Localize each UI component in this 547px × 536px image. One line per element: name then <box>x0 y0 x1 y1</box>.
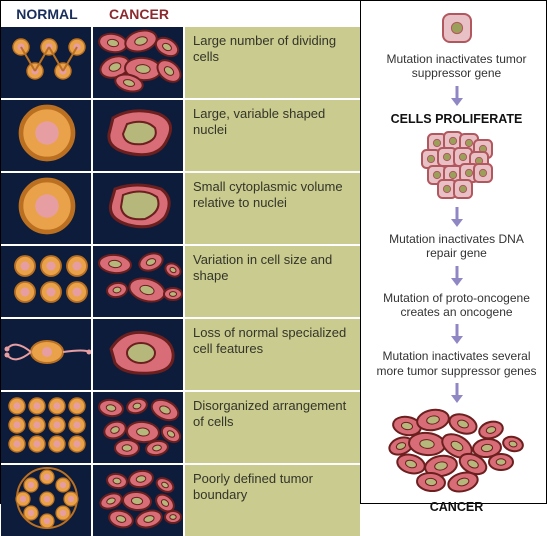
cancer-cell-icon <box>93 319 185 390</box>
comparison-rows: Large number of dividing cells Large, va… <box>1 27 360 536</box>
flow-caption: Mutation inactivates DNA repair gene <box>373 232 540 261</box>
row-description: Disorganized arrangement of cells <box>185 392 360 463</box>
normal-cell-icon <box>1 27 93 98</box>
table-row: Variation in cell size and shape <box>1 244 360 317</box>
normal-cell-icon <box>1 392 93 463</box>
row-description: Small cytoplasmic volume relative to nuc… <box>185 173 360 244</box>
comparison-table: NORMAL CANCER <box>1 1 361 503</box>
normal-cell-icon <box>1 100 93 171</box>
normal-cell-icon <box>1 246 93 317</box>
row-description: Variation in cell size and shape <box>185 246 360 317</box>
cancer-cell-icon <box>93 465 185 536</box>
arrow-down-icon <box>449 324 465 344</box>
row-description: Poorly defined tumor boundary <box>185 465 360 536</box>
arrow-down-icon <box>449 266 465 286</box>
figure: NORMAL CANCER <box>0 0 547 504</box>
table-row: Large number of dividing cells <box>1 27 360 98</box>
comparison-header: NORMAL CANCER <box>1 1 360 27</box>
cancer-cell-icon <box>93 392 185 463</box>
table-row: Loss of normal specialized cell features <box>1 317 360 390</box>
flow-caption: Mutation inactivates several more tumor … <box>373 349 540 378</box>
flow-heading: CANCER <box>430 500 483 514</box>
flow-caption: Mutation of proto-oncogene creates an on… <box>373 291 540 320</box>
normal-cell-icon <box>1 319 93 390</box>
arrow-down-icon <box>449 86 465 106</box>
normal-cell-icon <box>1 465 93 536</box>
flow-caption: Mutation inactivates tumor suppressor ge… <box>373 52 540 81</box>
cancer-cell-icon <box>93 173 185 244</box>
cluster-icon <box>417 129 497 204</box>
row-description: Large, variable shaped nuclei <box>185 100 360 171</box>
table-row: Poorly defined tumor boundary <box>1 463 360 536</box>
header-spacer <box>185 1 360 27</box>
row-description: Loss of normal specialized cell features <box>185 319 360 390</box>
tumor-icon <box>387 406 527 497</box>
table-row: Small cytoplasmic volume relative to nuc… <box>1 171 360 244</box>
cancer-cell-icon <box>93 100 185 171</box>
table-row: Disorganized arrangement of cells <box>1 390 360 463</box>
cancer-cell-icon <box>93 246 185 317</box>
normal-cell-icon <box>1 173 93 244</box>
row-description: Large number of dividing cells <box>185 27 360 98</box>
header-cancer: CANCER <box>93 1 185 27</box>
progression-flow: Mutation inactivates tumor suppressor ge… <box>361 1 546 503</box>
cancer-cell-icon <box>93 27 185 98</box>
table-row: Large, variable shaped nuclei <box>1 98 360 171</box>
arrow-down-icon <box>449 383 465 403</box>
arrow-down-icon <box>449 207 465 227</box>
flow-heading: CELLS PROLIFERATE <box>391 112 523 126</box>
header-normal: NORMAL <box>1 1 93 27</box>
single-cell-icon <box>438 9 476 50</box>
